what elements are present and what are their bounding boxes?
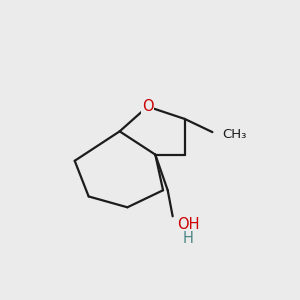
Text: H: H bbox=[183, 231, 194, 246]
Text: CH₃: CH₃ bbox=[222, 128, 246, 141]
Text: O: O bbox=[142, 99, 153, 114]
Text: OH: OH bbox=[177, 217, 200, 232]
